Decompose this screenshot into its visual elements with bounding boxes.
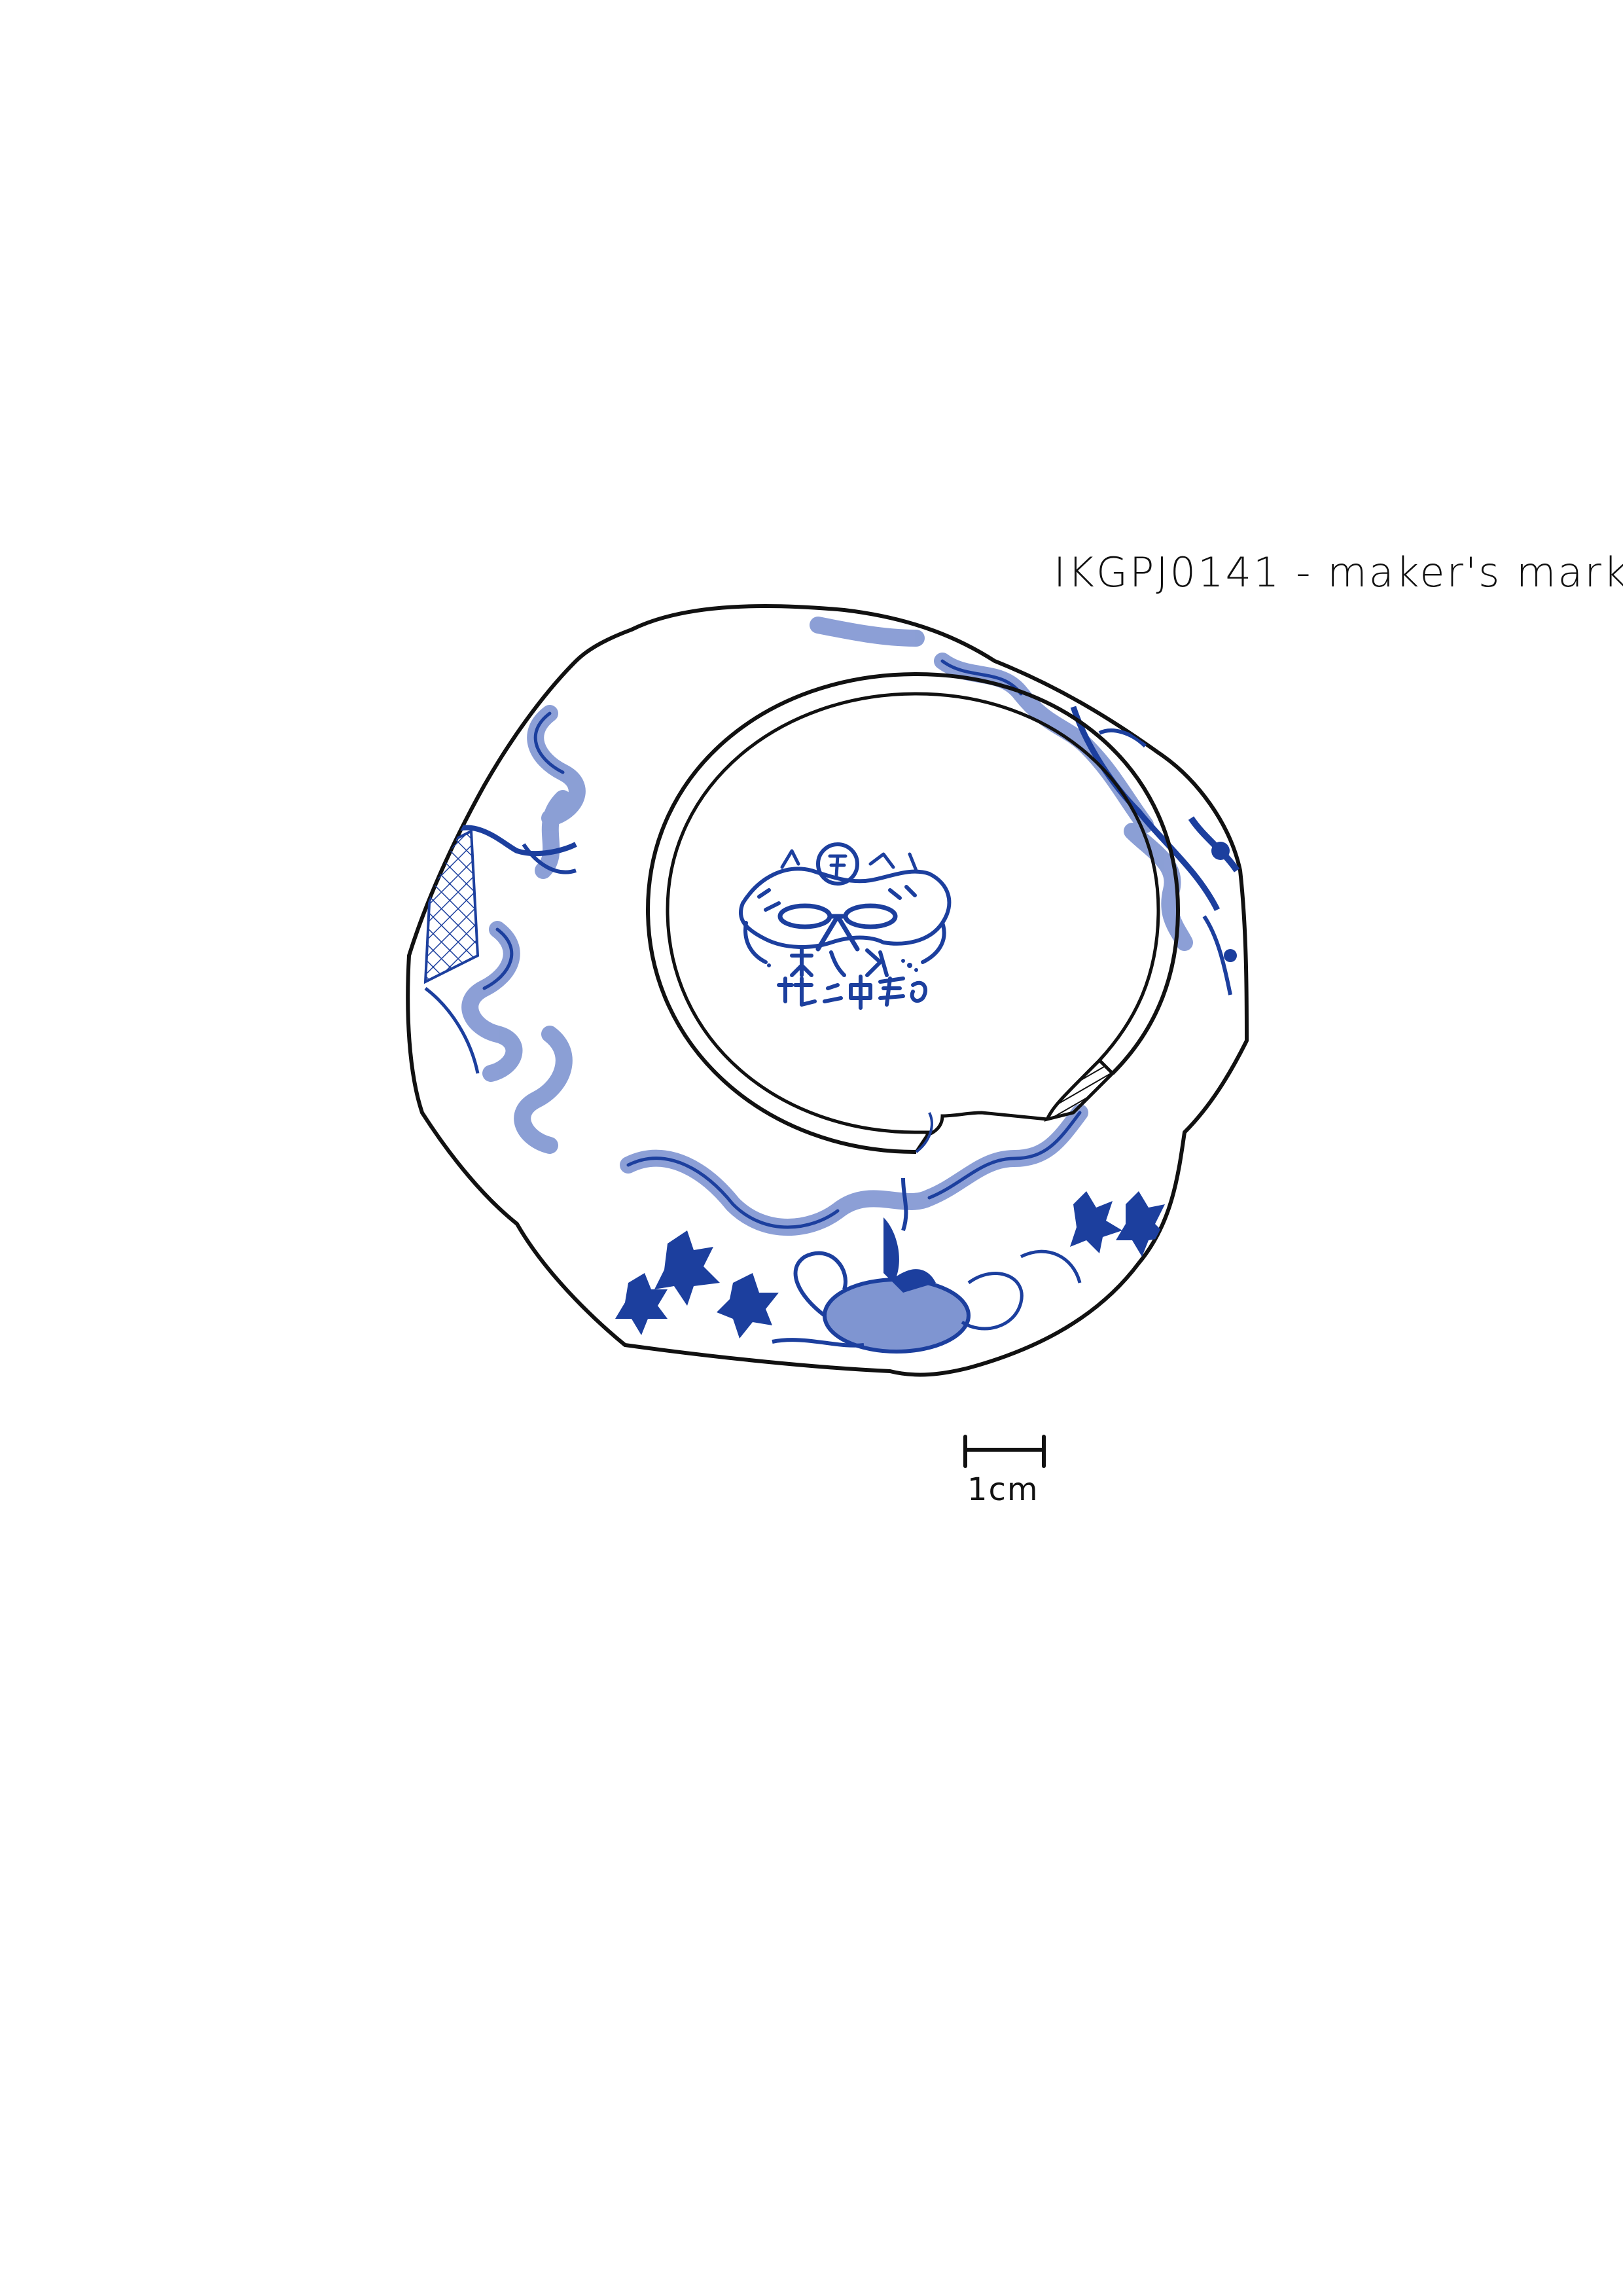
rock-boulder <box>823 1278 971 1354</box>
leaf-3 <box>1070 1191 1122 1253</box>
floral-cluster <box>615 1191 1168 1338</box>
cobalt-decoration <box>423 617 1240 1354</box>
leaf-5 <box>615 1273 668 1335</box>
sherd-outline <box>406 604 1249 1377</box>
makers-mark <box>738 842 952 1010</box>
foot-ring-inner <box>666 692 1160 1134</box>
bird-perched <box>883 1217 936 1293</box>
foot-ring-outer <box>645 672 1181 1154</box>
leaf-1 <box>654 1230 720 1306</box>
ribbon-scroll-left-upper <box>535 790 571 879</box>
leaf-2 <box>717 1273 779 1338</box>
mark-characters <box>777 946 927 1010</box>
scale-bar-label: 1cm <box>967 1471 1039 1508</box>
right-tree <box>1070 706 1221 912</box>
ribbon-scroll-rim-top <box>810 617 925 647</box>
mark-roundel <box>816 842 859 886</box>
figure-caption: IKGPJ0141 - maker's mark <box>1054 548 1623 596</box>
scale-bar <box>963 1435 1046 1468</box>
foot-ring-section <box>1044 1058 1115 1122</box>
ribbon-scroll-left-low <box>514 1026 573 1154</box>
leaf-4 <box>1116 1191 1168 1257</box>
